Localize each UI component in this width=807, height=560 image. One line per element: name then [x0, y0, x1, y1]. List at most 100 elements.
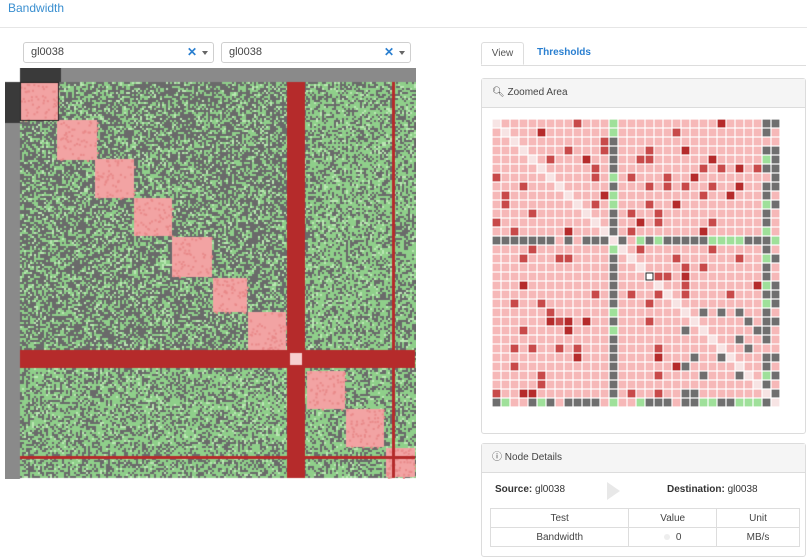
zoom-cell[interactable] — [654, 245, 663, 254]
zoom-cell[interactable] — [681, 290, 690, 299]
zoom-cell[interactable] — [663, 209, 672, 218]
zoom-cell[interactable] — [735, 173, 744, 182]
zoom-cell[interactable] — [600, 380, 609, 389]
zoom-cell[interactable] — [645, 308, 654, 317]
zoom-cell[interactable] — [771, 344, 780, 353]
zoom-cell[interactable] — [519, 137, 528, 146]
zoom-cell[interactable] — [573, 308, 582, 317]
zoom-cell[interactable] — [636, 398, 645, 407]
zoom-cell[interactable] — [555, 308, 564, 317]
zoom-cell[interactable] — [501, 389, 510, 398]
zoom-cell[interactable] — [744, 290, 753, 299]
zoom-cell[interactable] — [681, 236, 690, 245]
zoom-cell[interactable] — [564, 155, 573, 164]
zoom-cell[interactable] — [573, 344, 582, 353]
zoom-cell[interactable] — [735, 263, 744, 272]
zoom-cell[interactable] — [654, 290, 663, 299]
zoom-cell[interactable] — [546, 119, 555, 128]
zoom-cell[interactable] — [636, 119, 645, 128]
zoom-cell[interactable] — [573, 191, 582, 200]
zoom-cell[interactable] — [762, 236, 771, 245]
zoom-cell[interactable] — [636, 317, 645, 326]
zoom-cell[interactable] — [618, 182, 627, 191]
zoom-cell[interactable] — [600, 398, 609, 407]
zoom-cell[interactable] — [591, 371, 600, 380]
zoom-cell[interactable] — [753, 326, 762, 335]
zoom-cell[interactable] — [636, 164, 645, 173]
zoom-cell[interactable] — [582, 119, 591, 128]
zoom-cell[interactable] — [636, 344, 645, 353]
zoom-cell[interactable] — [717, 290, 726, 299]
zoom-cell[interactable] — [591, 119, 600, 128]
zoom-cell[interactable] — [528, 119, 537, 128]
zoom-cell[interactable] — [627, 335, 636, 344]
zoom-cell[interactable] — [555, 353, 564, 362]
zoom-cell[interactable] — [600, 155, 609, 164]
zoom-cell[interactable] — [663, 200, 672, 209]
zoom-cell[interactable] — [519, 308, 528, 317]
zoom-cell[interactable] — [582, 146, 591, 155]
zoom-cell[interactable] — [663, 290, 672, 299]
zoom-cell[interactable] — [609, 227, 618, 236]
zoom-cell[interactable] — [555, 317, 564, 326]
zoom-cell[interactable] — [726, 344, 735, 353]
zoom-cell[interactable] — [537, 137, 546, 146]
zoom-cell[interactable] — [627, 200, 636, 209]
zoom-cell[interactable] — [564, 164, 573, 173]
zoom-cell[interactable] — [753, 119, 762, 128]
zoom-cell[interactable] — [546, 299, 555, 308]
zoom-cell[interactable] — [528, 245, 537, 254]
zoom-cell[interactable] — [762, 308, 771, 317]
zoom-cell[interactable] — [663, 281, 672, 290]
zoom-cell[interactable] — [690, 263, 699, 272]
zoom-cell[interactable] — [771, 164, 780, 173]
zoom-cell[interactable] — [627, 344, 636, 353]
zoom-cell[interactable] — [672, 362, 681, 371]
zoom-cell[interactable] — [699, 290, 708, 299]
zoom-cell[interactable] — [636, 353, 645, 362]
zoom-cell[interactable] — [609, 137, 618, 146]
zoom-cell[interactable] — [726, 164, 735, 173]
zoom-cell[interactable] — [708, 173, 717, 182]
zoom-cell[interactable] — [564, 191, 573, 200]
zoom-cell[interactable] — [681, 218, 690, 227]
zoom-cell[interactable] — [627, 317, 636, 326]
zoom-cell[interactable] — [726, 272, 735, 281]
zoom-cell[interactable] — [564, 371, 573, 380]
zoom-cell[interactable] — [627, 164, 636, 173]
zoom-cell[interactable] — [672, 137, 681, 146]
zoom-cell[interactable] — [501, 281, 510, 290]
zoom-cell[interactable] — [537, 344, 546, 353]
zoom-cell[interactable] — [537, 146, 546, 155]
zoom-cell[interactable] — [663, 173, 672, 182]
zoom-cell[interactable] — [582, 299, 591, 308]
zoom-cell[interactable] — [726, 173, 735, 182]
zoom-cell[interactable] — [771, 137, 780, 146]
zoom-cell[interactable] — [573, 146, 582, 155]
zoom-cell[interactable] — [609, 344, 618, 353]
zoom-cell[interactable] — [573, 182, 582, 191]
zoom-cell[interactable] — [708, 317, 717, 326]
zoom-cell[interactable] — [492, 272, 501, 281]
zoom-cell[interactable] — [573, 164, 582, 173]
zoom-cell[interactable] — [510, 155, 519, 164]
zoom-cell[interactable] — [654, 200, 663, 209]
zoom-cell[interactable] — [753, 281, 762, 290]
zoom-cell[interactable] — [555, 245, 564, 254]
zoom-cell[interactable] — [654, 218, 663, 227]
zoom-cell[interactable] — [753, 272, 762, 281]
zoom-cell[interactable] — [744, 182, 753, 191]
zoom-cell[interactable] — [672, 245, 681, 254]
zoom-cell[interactable] — [726, 254, 735, 263]
zoom-cell[interactable] — [582, 254, 591, 263]
zoom-cell[interactable] — [654, 236, 663, 245]
zoom-cell[interactable] — [645, 380, 654, 389]
zoom-cell[interactable] — [555, 209, 564, 218]
zoom-cell[interactable] — [672, 317, 681, 326]
zoom-cell[interactable] — [699, 254, 708, 263]
zoom-cell[interactable] — [645, 209, 654, 218]
zoom-cell[interactable] — [690, 155, 699, 164]
zoom-cell[interactable] — [492, 389, 501, 398]
zoom-cell[interactable] — [618, 389, 627, 398]
zoom-cell[interactable] — [663, 155, 672, 164]
